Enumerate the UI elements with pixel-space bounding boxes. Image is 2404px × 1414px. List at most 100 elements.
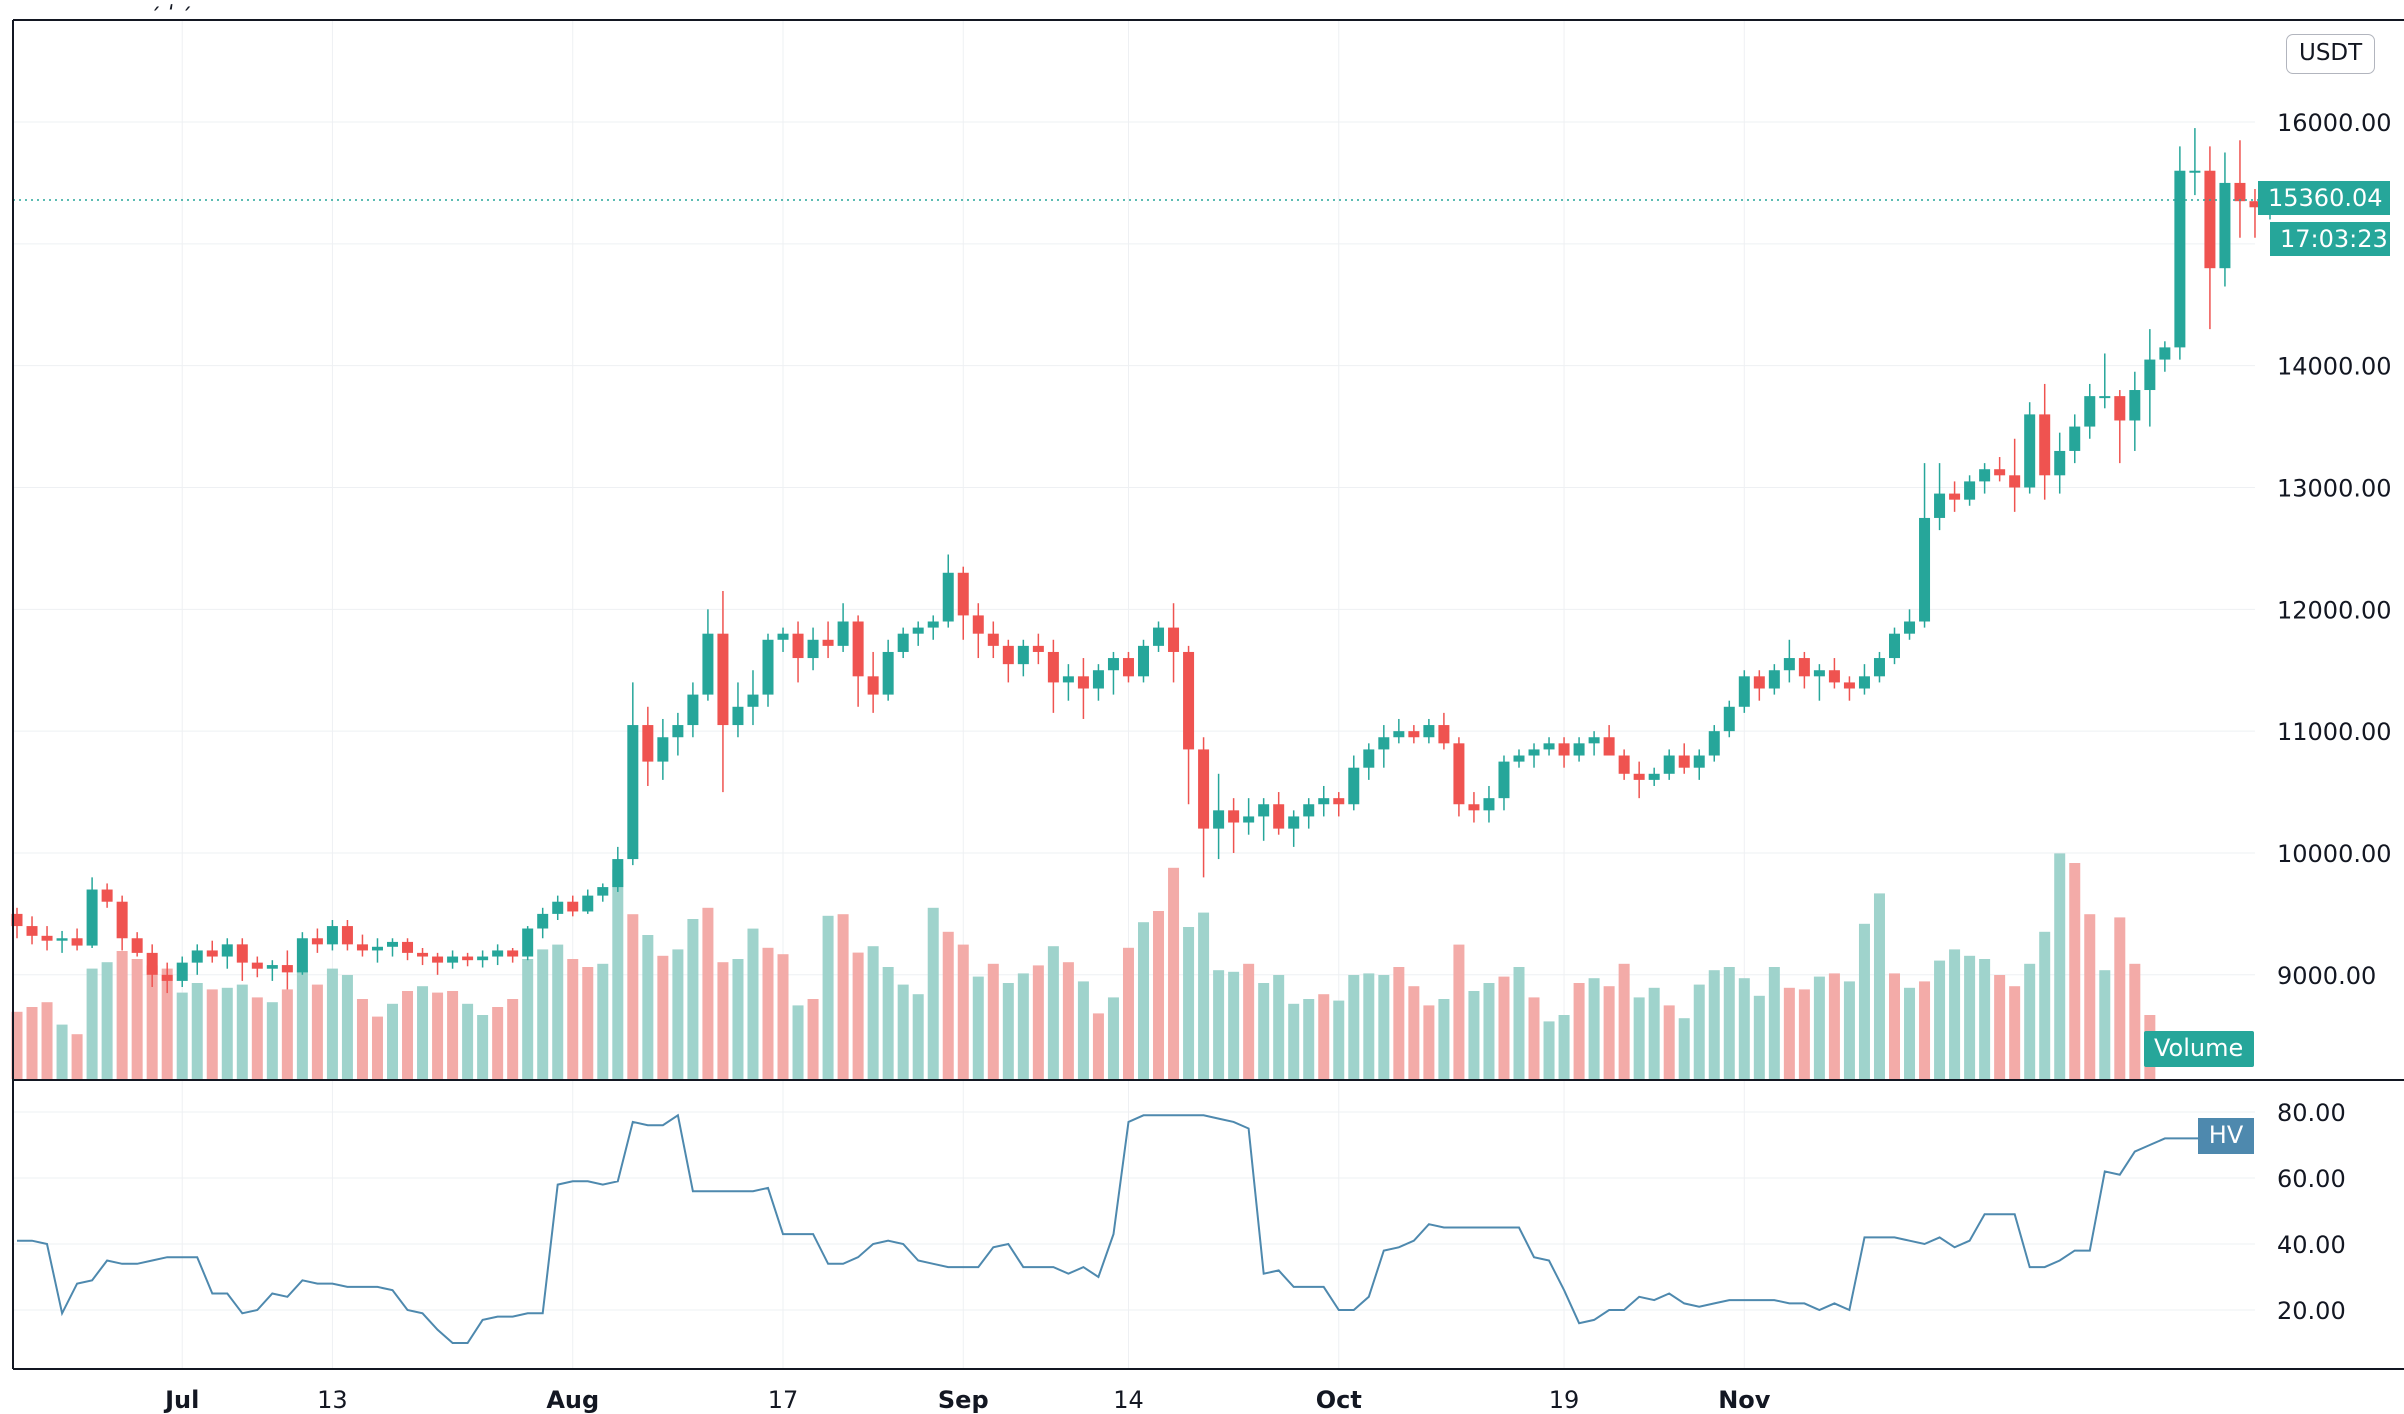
volume-label-tag[interactable]: Volume: [2144, 1031, 2254, 1067]
volume-bar: [86, 968, 98, 1079]
candle-body: [1919, 517, 1931, 622]
volume-bar: [1528, 997, 1540, 1079]
volume-bar: [837, 914, 849, 1079]
volume-bar: [161, 968, 173, 1079]
candle-body: [1813, 670, 1825, 677]
candle-body: [1363, 749, 1375, 768]
candle-body: [762, 639, 774, 695]
axes: 16000.00 14000.00 13000.00 12000.00 11000.00…: [163, 109, 2391, 1414]
candle-body: [1303, 804, 1315, 817]
pane-frame: [12, 19, 2404, 1370]
candle-body: [477, 956, 489, 961]
candle-body: [1378, 737, 1390, 750]
candle-body: [1002, 645, 1014, 665]
candle-body: [236, 944, 248, 963]
candle-body: [281, 965, 293, 973]
candle-body: [402, 941, 414, 953]
volume-bar: [1032, 965, 1044, 1079]
candle-body: [86, 889, 98, 946]
volume-bar: [311, 984, 323, 1079]
candle-body: [2024, 414, 2036, 488]
volume-bar: [717, 962, 729, 1079]
volume-bar: [101, 962, 113, 1079]
volume-bar: [1453, 944, 1465, 1079]
candle-body: [1243, 816, 1255, 823]
hv-label-tag[interactable]: HV: [2198, 1118, 2254, 1154]
candle-body: [1949, 493, 1961, 500]
candle-body: [2099, 396, 2111, 399]
candle-body: [1228, 810, 1240, 823]
candle-body: [1062, 676, 1074, 683]
candle-body: [116, 901, 128, 939]
volume-bar: [56, 1024, 68, 1079]
volume-bar: [477, 1015, 489, 1079]
volume-bar: [296, 970, 308, 1079]
volume-bar: [492, 1007, 504, 1079]
candle-body: [191, 950, 203, 963]
time-tick-label: Jul: [163, 1386, 199, 1414]
volume-bar: [2009, 986, 2021, 1079]
volume-bar: [792, 1005, 804, 1079]
volume-bar: [927, 907, 939, 1079]
time-tick-label: Oct: [1316, 1386, 1362, 1414]
volume-bar: [822, 915, 834, 1079]
volume-bar: [176, 992, 188, 1079]
candle-body: [1318, 798, 1330, 805]
candle-body: [1408, 731, 1420, 738]
candle-body: [897, 633, 909, 652]
candle-body: [537, 913, 549, 929]
candle-body: [1032, 645, 1044, 652]
candle-body: [1573, 743, 1585, 756]
volume-bar: [2069, 863, 2081, 1079]
candle-body: [1603, 737, 1615, 756]
time-tick-label: 17: [768, 1386, 799, 1414]
volume-bar: [1153, 911, 1165, 1079]
candle-body: [1047, 651, 1059, 683]
time-tick-label: Nov: [1718, 1386, 1771, 1414]
currency-badge[interactable]: USDT: [2286, 34, 2376, 74]
grid: [13, 20, 2255, 1369]
candle-body: [371, 946, 383, 951]
volume-bar: [1047, 946, 1059, 1079]
candle-body: [41, 935, 53, 941]
price-tick-label: 10000.00: [2277, 840, 2392, 868]
candle-body: [1393, 731, 1405, 738]
volume-bar: [1228, 971, 1240, 1079]
hv-tick-label: 20.00: [2277, 1297, 2346, 1325]
volume-bar: [1994, 975, 2006, 1079]
volume-bar: [2039, 931, 2051, 1079]
candle-body: [702, 633, 714, 695]
candle-body: [1138, 645, 1149, 677]
candle-body: [1753, 676, 1765, 689]
candle-body: [2249, 201, 2261, 208]
volume-bar: [1949, 949, 1961, 1079]
volume-bar: [341, 975, 353, 1079]
candle-body: [1873, 658, 1885, 677]
candle-body: [2084, 396, 2096, 427]
candle-body: [777, 633, 789, 640]
volume-bar: [1303, 999, 1315, 1079]
candle-body: [26, 926, 38, 936]
volume-bar: [747, 928, 759, 1079]
hv-tick-label: 80.00: [2277, 1099, 2346, 1127]
candle-body: [852, 621, 864, 677]
volume-bar: [417, 986, 429, 1079]
volume-bar: [11, 1011, 23, 1079]
candle-body: [296, 938, 308, 973]
candle-body: [822, 639, 834, 646]
candle-body: [1768, 670, 1780, 689]
hv-tick-label: 60.00: [2277, 1165, 2346, 1193]
candle-body: [71, 938, 83, 946]
volume-bar: [1077, 981, 1089, 1079]
candle-body: [1468, 804, 1480, 811]
candle-body: [326, 926, 338, 945]
volume-bar: [1904, 987, 1916, 1079]
candle-body: [492, 950, 504, 957]
volume-bar: [356, 999, 368, 1079]
candle-body: [1663, 755, 1675, 774]
candle-body: [672, 725, 684, 738]
volume-bar: [1573, 983, 1585, 1079]
volume-bar: [1678, 1018, 1690, 1079]
candle-body: [732, 706, 744, 726]
